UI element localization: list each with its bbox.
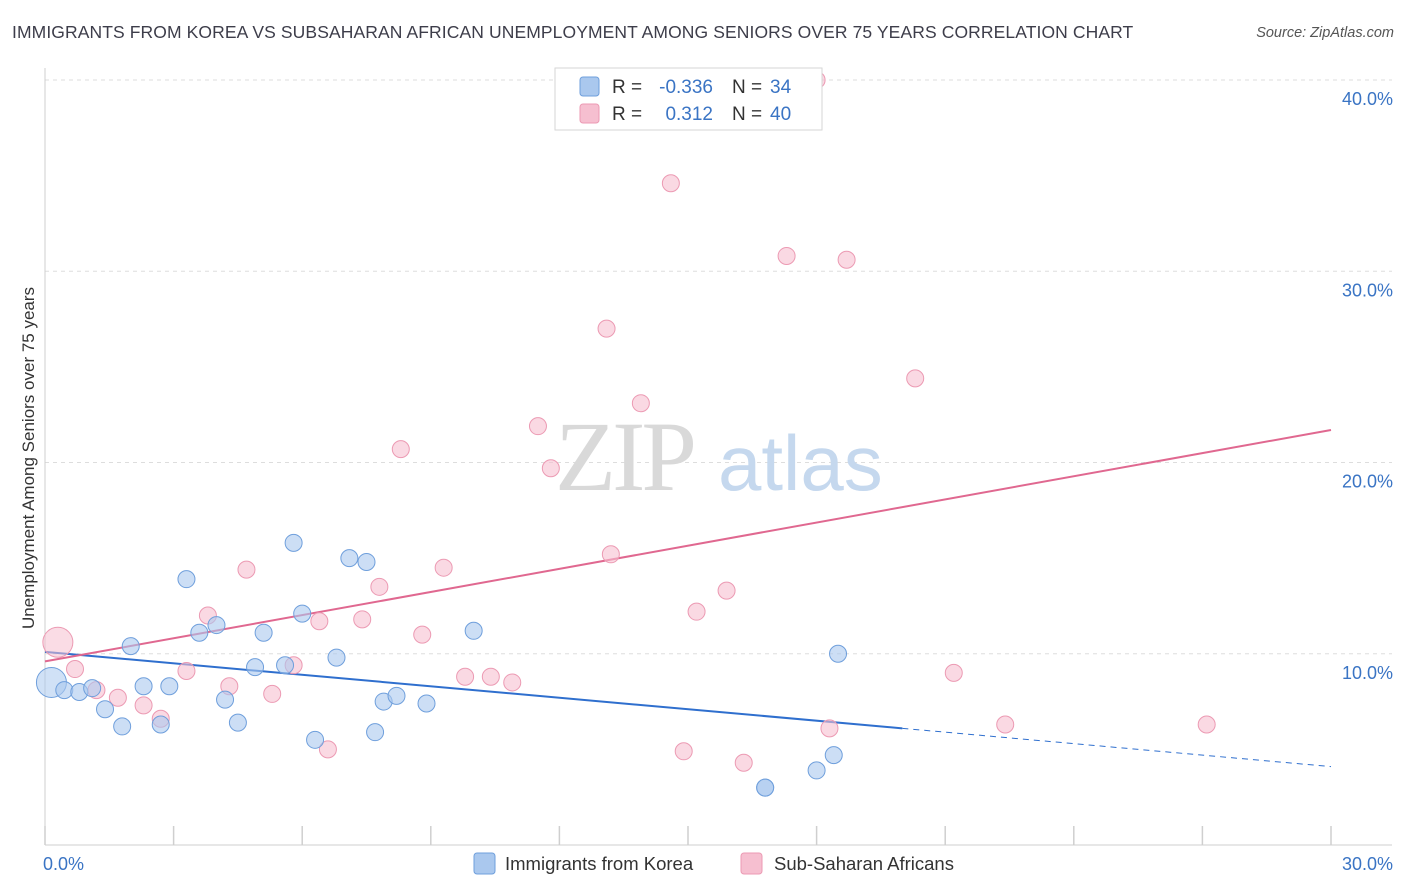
bottom-legend-swatch-african [740,852,763,875]
african-point-24 [597,319,616,338]
african-point-26 [631,394,650,413]
bottom-legend-label-korea: Immigrants from Korea [505,853,694,874]
trend-line-korea-extension [902,727,1332,768]
african-point-30 [717,581,736,600]
korea-point-13 [216,690,235,709]
y-axis-label: Unemployment Among Seniors over 75 years [19,287,38,629]
korea-point-12 [207,616,226,635]
korea-point-17 [276,656,295,675]
source-credit: Source: ZipAtlas.com [1256,25,1394,41]
korea-point-23 [357,552,376,571]
african-point-15 [370,577,389,596]
korea-point-18 [284,533,303,552]
korea-point-30 [756,778,775,797]
korea-point-19 [293,604,312,623]
watermark: ZIP atlas [555,401,883,512]
african-point-27 [661,174,680,193]
legend-r-value-2: 0.312 [665,104,713,125]
axes [44,68,1392,846]
bottom-legend-label-african: Sub-Saharan Africans [774,853,954,874]
african-point-23 [541,459,560,478]
african-point-25 [601,545,620,564]
watermark-atlas: atlas [718,419,883,507]
trend-line-african [44,429,1332,663]
legend-n-label-1: N = [732,77,762,98]
korea-point-3 [83,679,102,698]
african-point-37 [944,663,963,682]
legend-n-label-2: N = [732,104,762,125]
grid-lines [45,79,1392,655]
african-point-32 [777,246,796,265]
african-point-0 [42,626,74,658]
legend-r-label-1: R = [612,77,642,98]
y-tick-label-1: 20.0% [1342,472,1393,492]
african-point-36 [906,369,925,388]
african-point-20 [481,667,500,686]
african-point-22 [528,417,547,436]
korea-point-24 [366,723,385,742]
african-point-35 [837,250,856,269]
african-point-17 [413,625,432,644]
y-tick-label-2: 30.0% [1342,280,1393,300]
korea-point-16 [254,623,273,642]
african-point-4 [134,696,153,715]
korea-point-20 [306,730,325,749]
african-point-16 [391,440,410,459]
korea-point-11 [190,623,209,642]
african-point-34 [820,719,839,738]
african-point-38 [996,715,1015,734]
korea-point-22 [340,549,359,568]
stats-legend: R = -0.336 N = 34 R = 0.312 N = 40 [554,67,823,131]
x-tick-label-0: 0.0% [43,854,84,874]
tick-labels: 10.0% 20.0% 30.0% 40.0% 0.0% 30.0% [43,89,1393,874]
african-point-29 [687,602,706,621]
korea-point-1 [55,681,74,700]
korea-point-21 [327,648,346,667]
series-legend: Immigrants from Korea Sub-Saharan Africa… [473,852,954,875]
y-tick-label-0: 10.0% [1342,663,1393,683]
korea-point-10 [177,570,196,589]
african-point-18 [434,558,453,577]
african-point-19 [456,667,475,686]
korea-point-26 [387,686,406,705]
watermark-zip: ZIP [555,401,693,512]
korea-point-8 [151,715,170,734]
african-point-39 [1197,715,1216,734]
african-point-14 [353,610,372,629]
korea-point-28 [464,621,483,640]
african-point-1 [66,660,85,679]
african-point-12 [310,612,329,631]
african-point-6 [177,661,196,680]
series-immigrants-from-korea [35,533,848,797]
african-point-10 [263,684,282,703]
korea-point-31 [807,761,826,780]
legend-n-value-1: 34 [770,77,792,98]
bottom-legend-swatch-korea [473,852,496,875]
african-point-28 [674,742,693,761]
korea-point-27 [417,694,436,713]
korea-point-6 [121,637,140,656]
african-point-21 [503,673,522,692]
korea-point-14 [228,713,247,732]
korea-point-7 [134,677,153,696]
legend-r-label-2: R = [612,104,642,125]
african-point-31 [734,753,753,772]
x-tick-label-1: 30.0% [1342,854,1393,874]
korea-point-5 [113,717,132,736]
y-tick-label-3: 40.0% [1342,89,1393,109]
african-point-13 [318,740,337,759]
korea-point-15 [246,658,265,677]
legend-r-value-1: -0.336 [659,77,713,98]
african-point-3 [108,688,127,707]
korea-point-4 [96,700,115,719]
korea-point-32 [824,746,843,765]
korea-point-9 [160,677,179,696]
chart-title: IMMIGRANTS FROM KOREA VS SUBSAHARAN AFRI… [12,22,1134,42]
korea-point-33 [829,644,848,663]
african-point-9 [237,560,256,579]
legend-swatch-african [579,103,600,124]
legend-swatch-korea [579,76,600,97]
legend-n-value-2: 40 [770,104,791,125]
